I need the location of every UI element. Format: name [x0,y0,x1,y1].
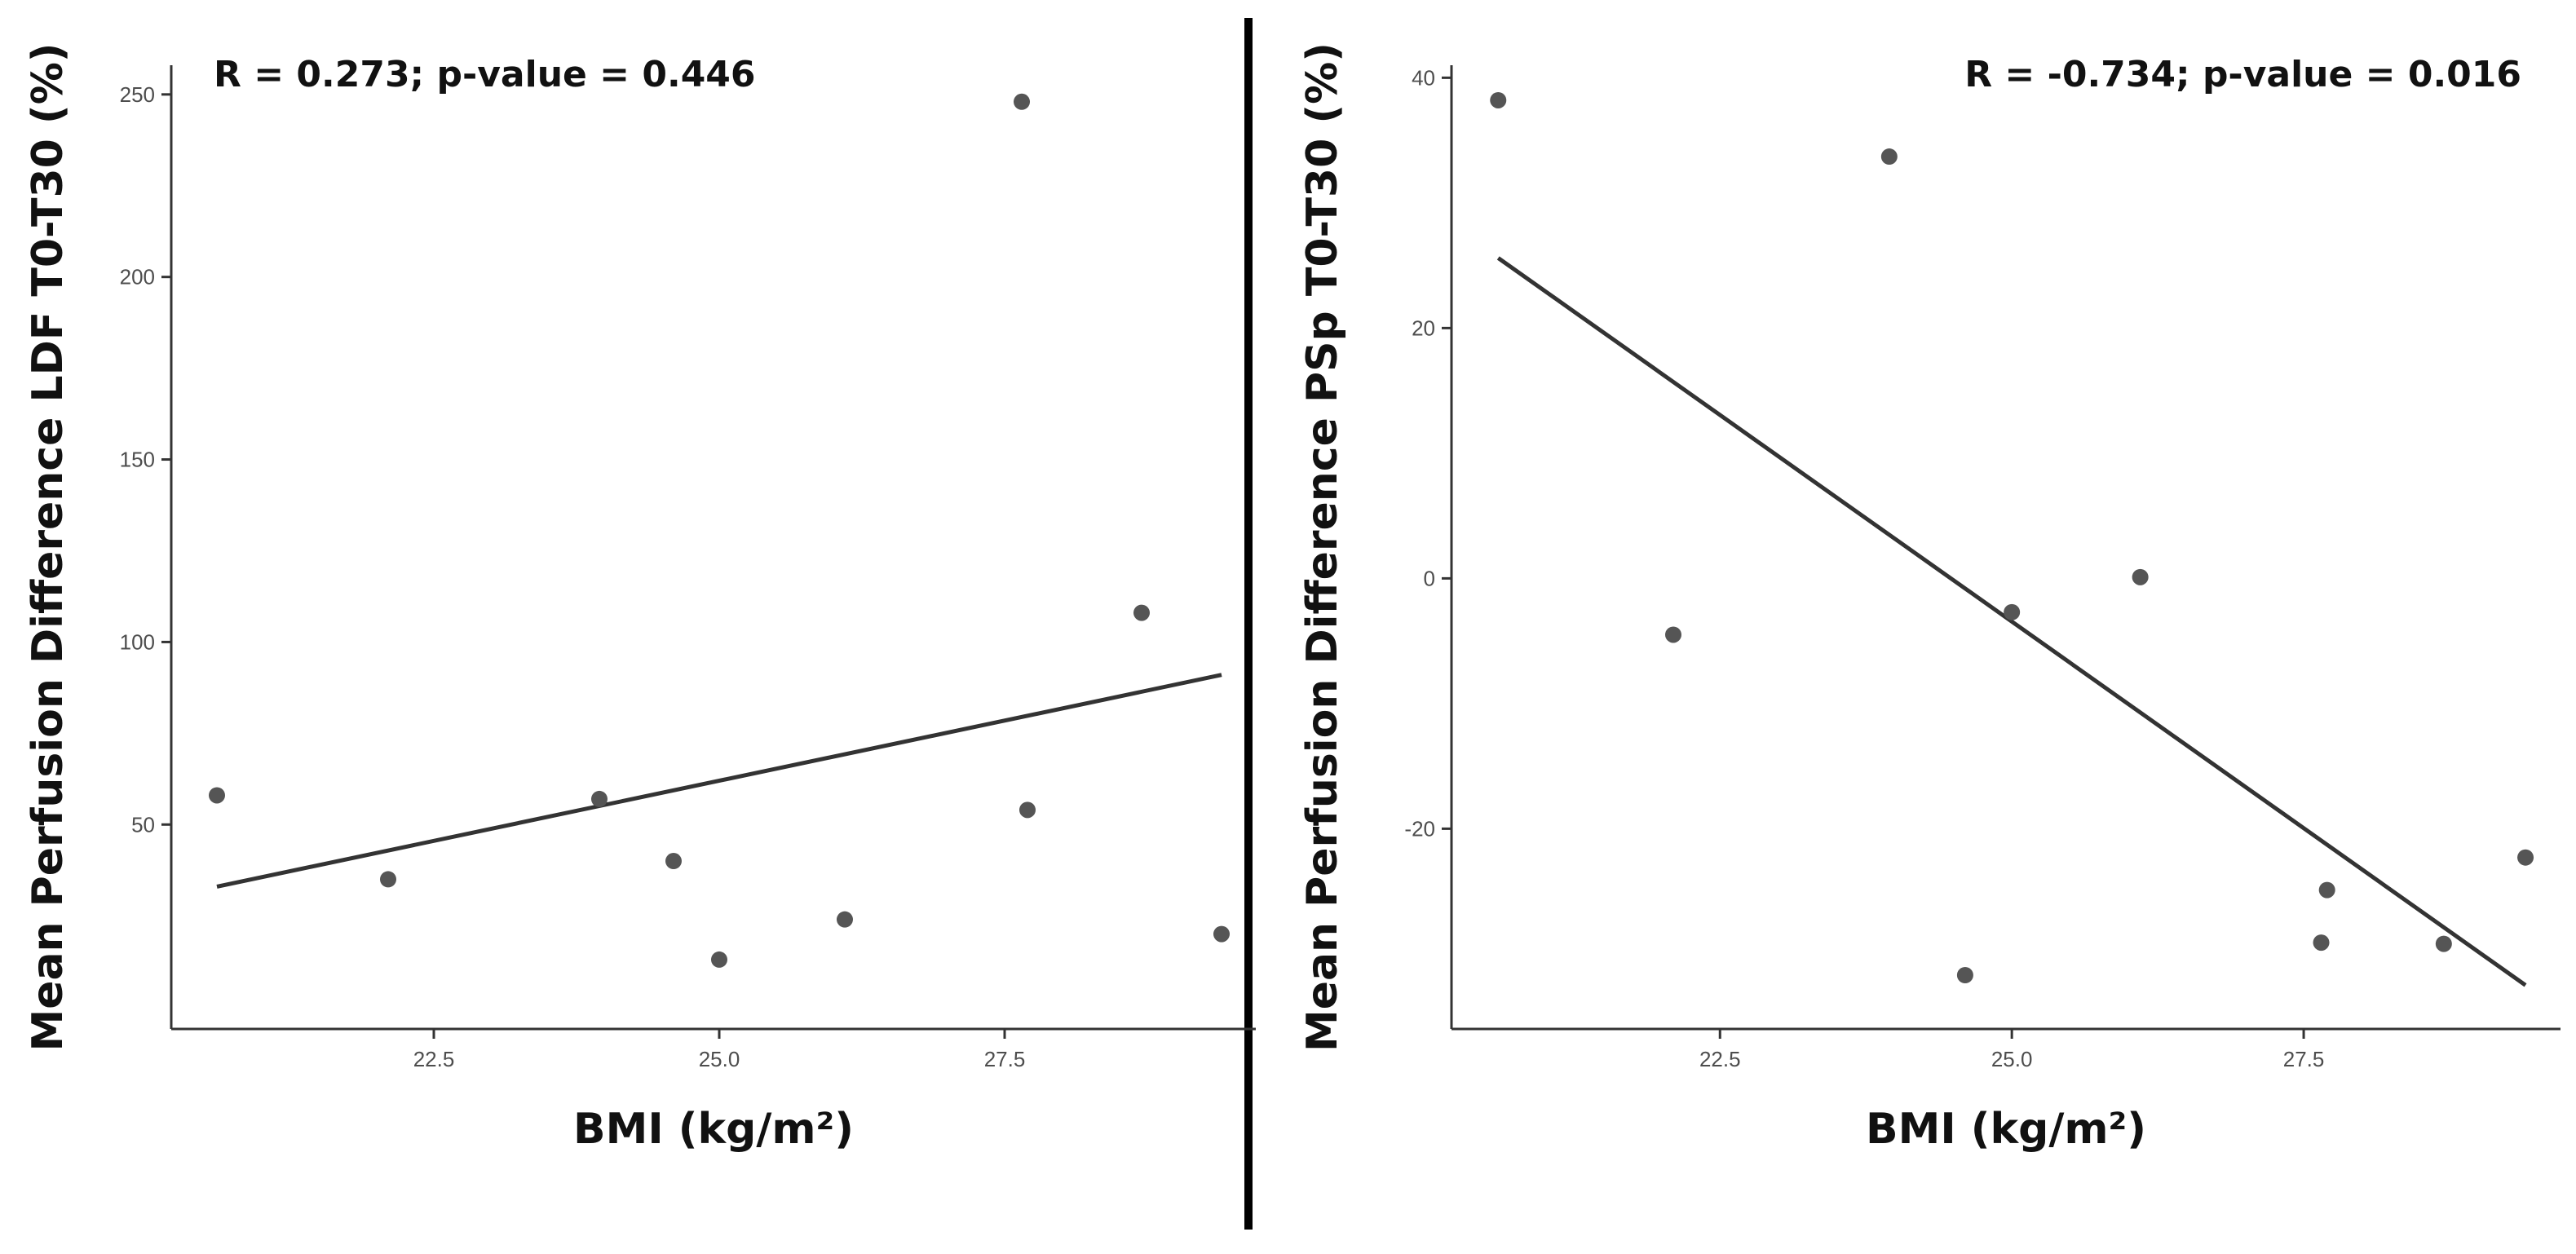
chart-panel-ldf: 50 100 150 200 250 22.5 25.0 27.5 R = 0.273; p-… [24,42,1256,1154]
x-tick-label: 22.5 [1699,1047,1741,1071]
scatter-point [2435,935,2452,952]
scatter-point [1490,91,1507,108]
y-tick-label: 0 [1424,566,1435,590]
correlation-annotation: R = 0.273; p-value = 0.446 [214,54,756,95]
trend-line [216,673,1222,889]
x-tick-label: 25.0 [699,1047,740,1071]
scatter-point [591,790,608,807]
y-tick-label: 200 [120,265,155,289]
x-tick-label: 27.5 [984,1047,1026,1071]
x-axis-title: BMI (kg/m²) [1866,1105,2146,1154]
chart-panel-psp: -20 0 20 40 22.5 25.0 27.5 R = -0.734; p-value… [1298,42,2561,1154]
scatter-point [2517,849,2534,866]
x-tick-label: 27.5 [2283,1047,2325,1071]
scatter-point [1019,801,1036,819]
scatter-point [2318,881,2335,899]
scatter-point [1956,966,1973,983]
y-tick-label: -20 [1404,816,1435,841]
axes: -20 0 20 40 22.5 25.0 27.5 [1404,65,2561,1071]
y-tick-label: 40 [1412,65,1435,90]
y-tick-label: 100 [120,629,155,654]
y-axis-title: Mean Perfusion Difference LDF T0-T30 (%) [24,42,73,1051]
scatter-point [837,911,853,928]
y-tick-label: 50 [131,812,155,837]
scatter-point [2313,934,2330,952]
scatter-point [711,951,727,968]
y-tick-label: 20 [1412,316,1435,340]
scatter-point [665,853,682,870]
scatter-point [209,787,225,804]
x-tick-label: 22.5 [413,1047,455,1071]
data-points [1490,91,2534,987]
scatter-point [1014,93,1030,110]
x-tick-label: 25.0 [1991,1047,2033,1071]
y-tick-label: 150 [120,448,155,472]
scatter-point [1133,604,1150,621]
scatter-point [1665,626,1681,643]
scatter-point [2004,603,2021,620]
y-tick-label: 250 [120,82,155,107]
data-points [209,93,1230,968]
scatter-point [380,871,396,888]
y-axis-title: Mean Perfusion Difference PSp T0-T30 (%) [1298,42,1347,1052]
axes: 50 100 150 200 250 22.5 25.0 27.5 [120,65,1256,1071]
correlation-annotation: R = -0.734; p-value = 0.016 [1964,54,2521,95]
scatter-point [1213,925,1230,943]
x-axis-title: BMI (kg/m²) [573,1105,854,1154]
trend-line [1496,256,2527,987]
scatter-point [1880,148,1898,166]
scatter-point [2132,568,2149,585]
